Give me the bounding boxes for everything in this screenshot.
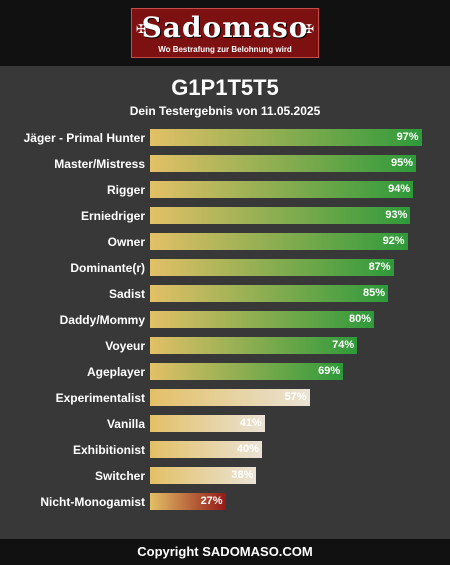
cross-right-icon: ✠ (303, 22, 314, 36)
category-label: Jäger - Primal Hunter (23, 131, 145, 145)
score-bar: 85% (150, 285, 388, 302)
value-label: 27% (200, 495, 223, 507)
score-bar: 74% (150, 337, 358, 354)
value-label: 85% (362, 287, 385, 299)
logo-title: Sadomaso (141, 11, 309, 44)
category-label: Voyeur (105, 339, 145, 353)
cross-left-icon: ✠ (136, 22, 147, 36)
score-bar: 92% (150, 233, 408, 250)
category-label: Vanilla (106, 417, 145, 431)
value-label: 87% (368, 261, 391, 273)
score-bar: 27% (150, 493, 226, 510)
site-logo[interactable]: ✠ Sadomaso ✠ Wo Bestrafung zur Belohnung… (131, 8, 319, 58)
score-bar: 57% (150, 389, 310, 406)
score-bar: 93% (150, 207, 411, 224)
category-label: Master/Mistress (54, 157, 145, 171)
value-label: 41% (239, 417, 262, 429)
result-subtitle: Dein Testergebnis von 11.05.2025 (129, 104, 321, 118)
score-bar: 97% (150, 129, 422, 146)
value-label: 69% (318, 365, 341, 377)
value-label: 80% (348, 313, 371, 325)
value-label: 92% (382, 235, 405, 247)
footer-bar: Copyright SADOMASO.COM (0, 539, 450, 565)
value-label: 97% (396, 131, 419, 143)
value-label: 93% (385, 209, 408, 221)
logo-tagline: Wo Bestrafung zur Belohnung wird (158, 45, 292, 54)
value-label: 74% (332, 339, 355, 351)
category-label: Dominante(r) (70, 261, 145, 275)
category-label: Owner (107, 235, 145, 249)
score-bar: 38% (150, 467, 257, 484)
category-label: Switcher (94, 469, 145, 483)
category-label: Exhibitionist (73, 443, 145, 457)
result-title: G1P1T5T5 (171, 75, 279, 100)
score-bar: 87% (150, 259, 394, 276)
category-label: Erniedriger (80, 209, 145, 223)
score-bar: 40% (150, 441, 262, 458)
category-label: Experimentalist (55, 391, 145, 405)
value-label: 94% (388, 183, 411, 195)
category-label: Sadist (108, 287, 145, 301)
header-bar: ✠ Sadomaso ✠ Wo Bestrafung zur Belohnung… (0, 0, 450, 66)
category-label: Daddy/Mommy (59, 313, 145, 327)
category-label: Nicht-Monogamist (40, 495, 145, 509)
score-bar: 80% (150, 311, 374, 328)
value-label: 57% (284, 391, 307, 403)
value-label: 95% (390, 157, 413, 169)
score-bar: 94% (150, 181, 414, 198)
category-label: Rigger (106, 183, 145, 197)
copyright-text: Copyright SADOMASO.COM (137, 544, 313, 559)
value-label: 40% (236, 443, 259, 455)
score-bar: 69% (150, 363, 344, 380)
value-label: 38% (231, 469, 254, 481)
score-bar: 95% (150, 155, 416, 172)
score-bar: 41% (150, 415, 265, 432)
category-label: Ageplayer (86, 365, 145, 379)
